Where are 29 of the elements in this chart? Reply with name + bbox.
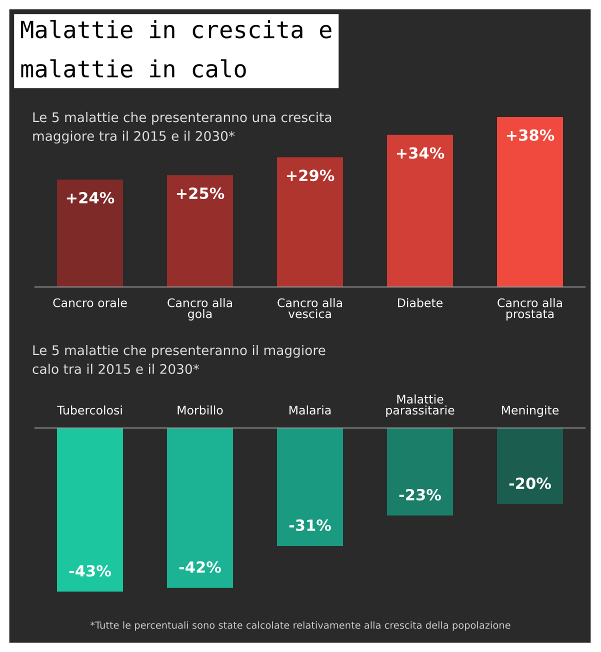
data-label: -23%	[399, 488, 441, 501]
bar	[167, 175, 233, 287]
chart-subtitle: Le 5 malattie che presenteranno il maggiore calo tra il 2015 e il 2030*	[32, 345, 326, 374]
data-label: +25%	[176, 187, 224, 200]
data-label: +38%	[506, 129, 554, 141]
x-tick-label: Diabete	[398, 298, 442, 308]
bar	[277, 157, 343, 287]
bar	[387, 134, 453, 287]
data-label: -31%	[289, 519, 331, 531]
data-label: +34%	[396, 147, 444, 159]
text: *Tutte le percentuali sono state calcolate relativamente alla crescita della popolazione	[90, 621, 510, 631]
data-label: +24%	[66, 192, 114, 204]
chart-title: Malattie in crescita e malattie in calo	[20, 20, 332, 78]
bar	[57, 180, 123, 287]
x-tick-label: Cancro alla vescica	[278, 298, 342, 318]
x-tick-label: Morbillo	[178, 405, 223, 415]
data-label: -43%	[69, 565, 111, 577]
x-tick-label: Malaria	[290, 405, 331, 415]
x-tick-label: Tubercolosi	[57, 405, 122, 415]
chart-subtitle: Le 5 malattie che presenteranno una crescita maggiore tra il 2015 e il 2030*	[33, 112, 332, 144]
x-tick-label: Cancro alla gola	[168, 298, 232, 321]
x-tick-label: Malattie parassitarie	[386, 394, 454, 417]
data-label: -20%	[509, 478, 551, 490]
bar	[497, 117, 563, 287]
x-tick-label: Cancro alla prostata	[498, 298, 562, 321]
x-tick-label: Meningite	[502, 405, 559, 417]
data-label: -42%	[179, 561, 221, 573]
data-label: +29%	[286, 170, 334, 182]
x-tick-label: Cancro orale	[53, 298, 127, 308]
